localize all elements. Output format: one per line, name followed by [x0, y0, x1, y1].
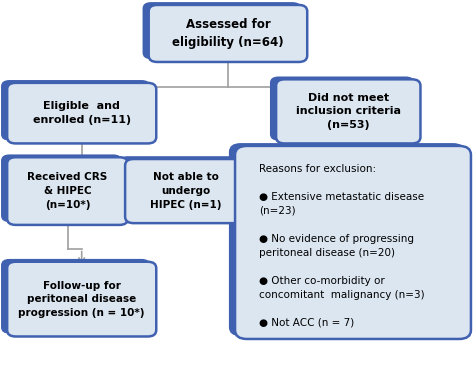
FancyBboxPatch shape	[143, 2, 301, 59]
Text: Eligible  and
enrolled (n=11): Eligible and enrolled (n=11)	[33, 101, 131, 125]
FancyBboxPatch shape	[125, 159, 246, 223]
FancyBboxPatch shape	[1, 155, 122, 222]
Text: Did not meet
inclusion criteria
(n=53): Did not meet inclusion criteria (n=53)	[296, 93, 401, 130]
Text: Received CRS
& HIPEC
(n=10*): Received CRS & HIPEC (n=10*)	[27, 172, 108, 210]
Text: Follow-up for
peritoneal disease
progression (n = 10*): Follow-up for peritoneal disease progres…	[18, 280, 145, 318]
FancyBboxPatch shape	[119, 156, 240, 220]
Text: Not able to
undergo
HIPEC (n=1): Not able to undergo HIPEC (n=1)	[150, 172, 221, 210]
FancyBboxPatch shape	[7, 157, 128, 225]
FancyBboxPatch shape	[1, 259, 150, 334]
FancyBboxPatch shape	[229, 143, 465, 336]
FancyBboxPatch shape	[149, 5, 307, 62]
FancyBboxPatch shape	[7, 83, 156, 143]
FancyBboxPatch shape	[7, 262, 156, 337]
Text: Reasons for exclusion:

● Extensive metastatic disease
(n=23)

● No evidence of : Reasons for exclusion: ● Extensive metas…	[259, 164, 424, 328]
FancyBboxPatch shape	[270, 76, 414, 141]
FancyBboxPatch shape	[276, 79, 420, 143]
FancyBboxPatch shape	[1, 80, 150, 141]
Text: Assessed for
eligibility (n=64): Assessed for eligibility (n=64)	[172, 18, 284, 49]
FancyBboxPatch shape	[235, 146, 471, 339]
